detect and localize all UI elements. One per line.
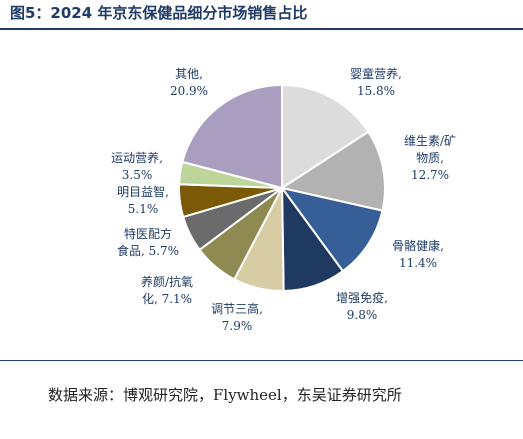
pie-chart: 婴童营养, 15.8% 维生素/矿物质, 12.7% 骨骼健康, 11.4% 增强免疫, 9.… bbox=[111, 66, 456, 333]
slice-label-line: 7.9% bbox=[222, 319, 253, 333]
slice-label: 明目益智, 5.1% bbox=[117, 184, 169, 216]
slice-label: 养颜/抗氧化, 7.1% bbox=[141, 274, 193, 306]
slice-label-line: 化, 7.1% bbox=[142, 292, 192, 306]
slice-label-line: 12.7% bbox=[411, 168, 449, 182]
slice-label: 特医配方食品, 5.7% bbox=[117, 226, 179, 258]
slice-label: 调节三高, 7.9% bbox=[211, 301, 263, 333]
slice-label-line: 食品, 5.7% bbox=[117, 243, 179, 258]
pie-slice bbox=[279, 186, 384, 273]
slice-label: 婴童营养, 15.8% bbox=[350, 66, 402, 98]
figure-title: 图5：2024 年京东保健品细分市场销售占比 bbox=[10, 4, 308, 22]
slice-label-line: 骨骼健康, bbox=[392, 238, 444, 253]
slice-label-line: 其他, bbox=[175, 67, 203, 81]
slice-label-line: 维生素/矿 bbox=[404, 134, 456, 148]
slice-label-line: 婴童营养, bbox=[350, 66, 402, 81]
slice-label-line: 调节三高, bbox=[211, 301, 263, 316]
slice-label-line: 15.8% bbox=[357, 84, 395, 98]
slice-label-line: 特医配方 bbox=[124, 226, 172, 241]
pie-slice bbox=[279, 130, 386, 212]
slice-label-line: 养颜/抗氧 bbox=[141, 274, 193, 289]
bottom-rule bbox=[0, 360, 523, 361]
slice-label: 维生素/矿物质, 12.7% bbox=[404, 134, 456, 182]
slice-label-line: 增强免疫, bbox=[336, 290, 388, 305]
slice-label: 增强免疫, 9.8% bbox=[336, 290, 388, 322]
slice-label: 骨骼健康, 11.4% bbox=[392, 238, 444, 270]
pie-slice bbox=[181, 83, 283, 190]
slice-labels: 婴童营养, 15.8% 维生素/矿物质, 12.7% 骨骼健康, 11.4% 增强免疫, 9.… bbox=[111, 66, 456, 333]
slice-label-line: 明目益智, bbox=[117, 184, 169, 199]
slice-label-line: 运动营养, bbox=[111, 150, 163, 165]
slice-label-line: 3.5% bbox=[122, 168, 153, 182]
slice-label-line: 物质, bbox=[416, 151, 444, 165]
slice-label-line: 11.4% bbox=[399, 256, 437, 270]
slice-label-line: 5.1% bbox=[128, 202, 159, 216]
slice-label-line: 9.8% bbox=[347, 308, 378, 322]
source-note: 数据来源：博观研究院，Flywheel，东吴证券研究所 bbox=[48, 386, 402, 404]
slice-label: 其他, 20.9% bbox=[170, 67, 208, 98]
top-rule bbox=[0, 28, 523, 30]
slice-label-line: 20.9% bbox=[170, 84, 208, 98]
pie-slice bbox=[281, 83, 370, 190]
slice-label: 运动营养, 3.5% bbox=[111, 150, 163, 182]
pie-slices bbox=[178, 83, 386, 293]
